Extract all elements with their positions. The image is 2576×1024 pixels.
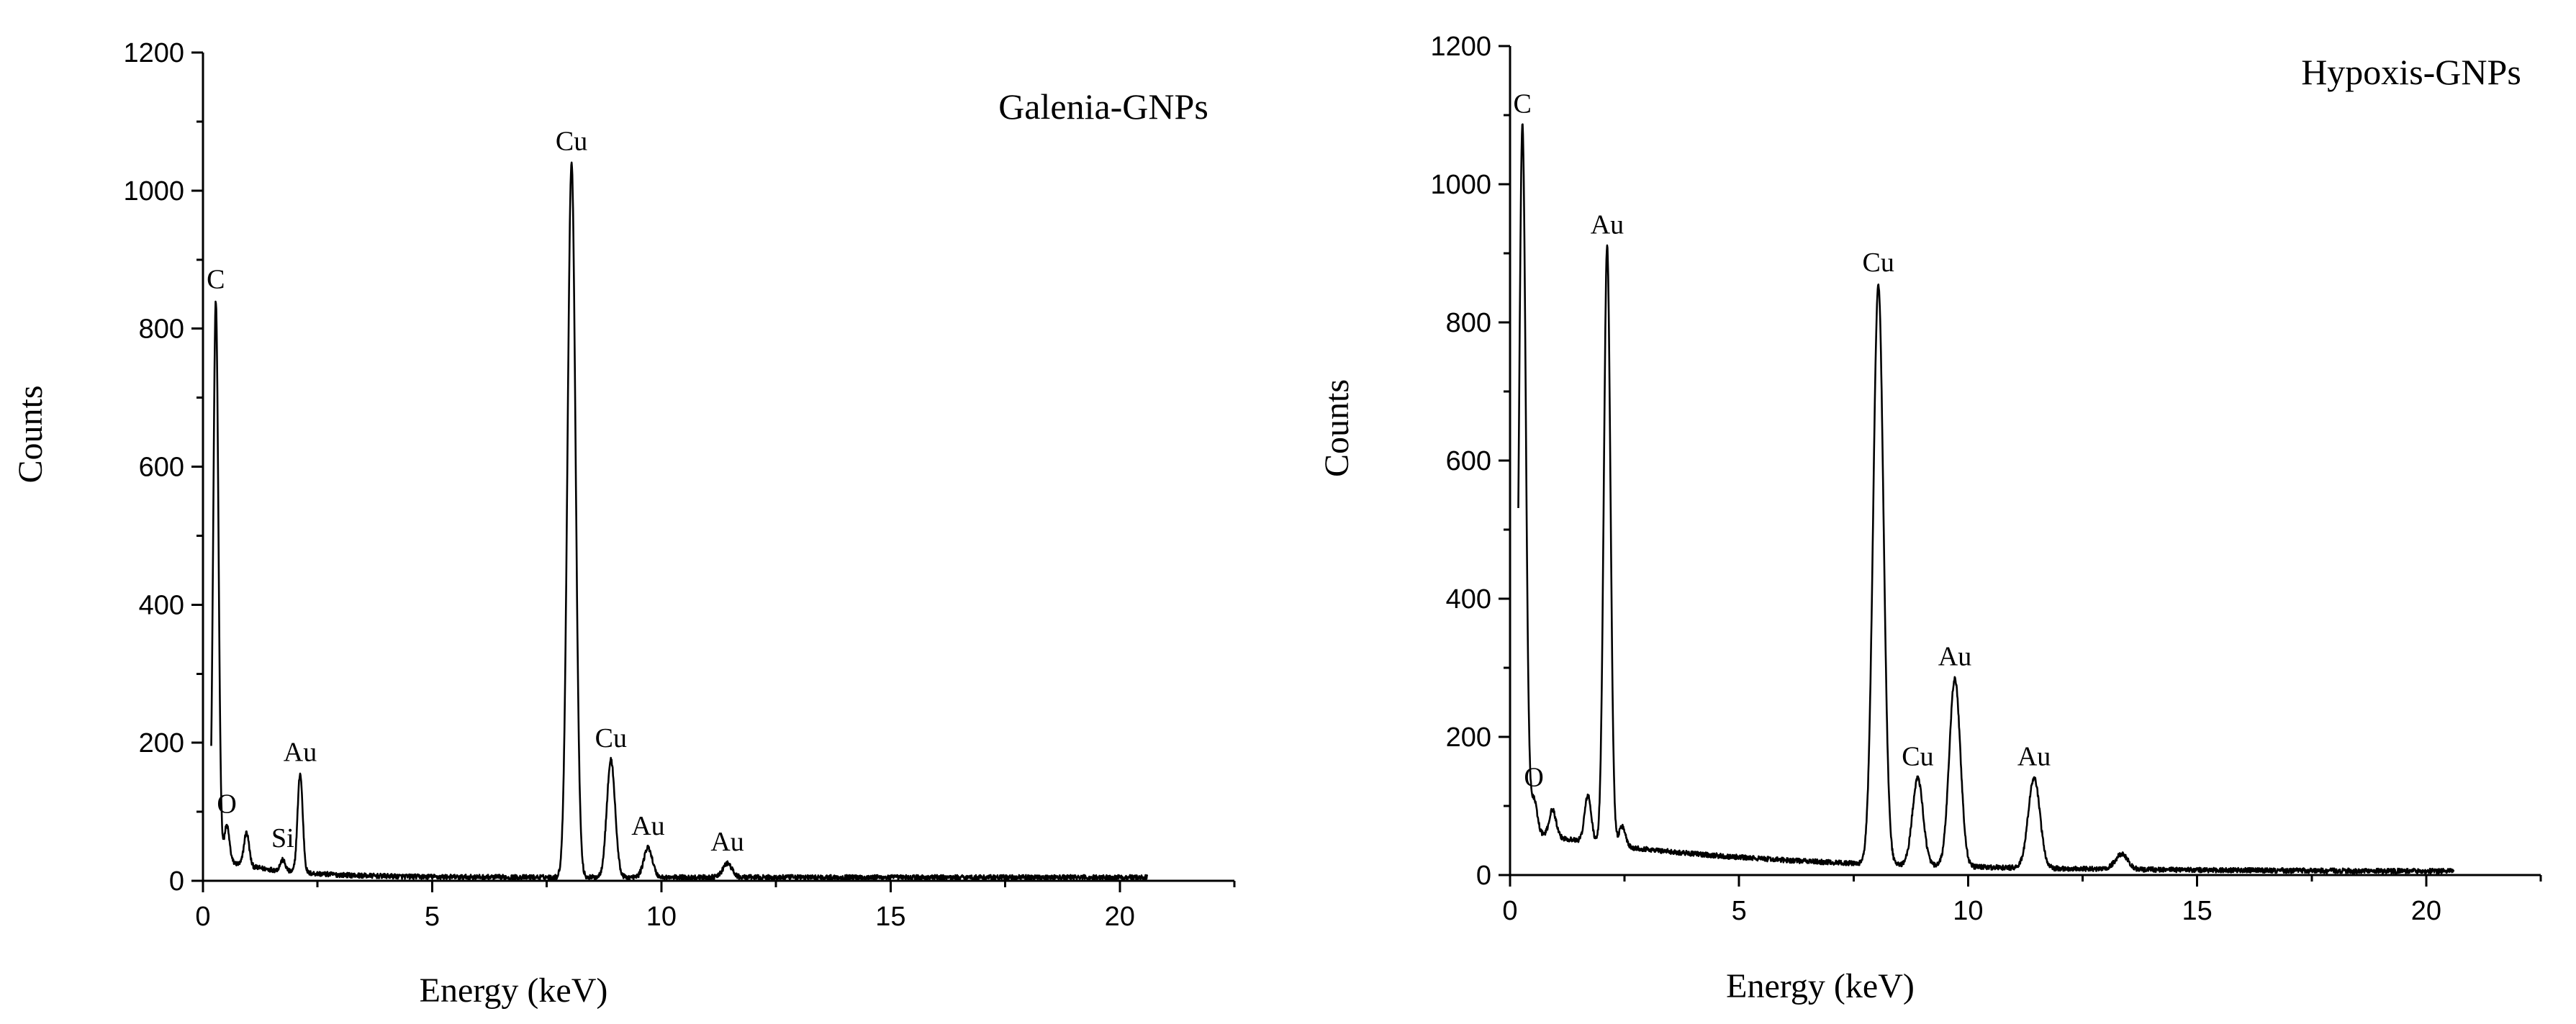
y-tick-label: 800 <box>1446 308 1491 338</box>
y-tick-label: 600 <box>139 453 184 483</box>
peak-label: Au <box>710 827 744 857</box>
spectrum-line <box>210 161 1149 881</box>
x-axis-title: Energy (keV) <box>420 971 608 1010</box>
x-axis-title: Energy (keV) <box>1726 967 1915 1005</box>
x-tick-label: 15 <box>2182 896 2213 926</box>
y-tick-label: 200 <box>1446 722 1491 753</box>
peak-label: Cu <box>1863 248 1894 278</box>
chart-panel-2: 0 200 400 600 800 1000 1200 0 5 10 15 20 Energy (keV… <box>1318 32 2542 1005</box>
x-tick-label: 20 <box>1105 902 1135 932</box>
x-tick-label: 0 <box>1502 896 1517 926</box>
y-tick-label: 400 <box>139 590 184 620</box>
peak-label: Cu <box>595 723 627 753</box>
spectrum-line <box>1517 123 2455 874</box>
peak-label: Au <box>284 737 317 767</box>
y-tick-label: 0 <box>1476 861 1491 891</box>
y-tick-label: 0 <box>169 866 184 897</box>
y-tick-label: 1000 <box>123 176 184 207</box>
x-tick-label: 0 <box>195 902 210 932</box>
peak-label: Au <box>1938 641 1971 671</box>
peak-label: O <box>1524 762 1543 792</box>
chart-panel-1: 0 200 400 600 800 1000 1200 0 5 10 15 20 Energy (keV… <box>12 38 1236 1010</box>
peak-label: Au <box>1591 209 1624 240</box>
peak-label: Cu <box>556 126 587 156</box>
y-tick-label: 600 <box>1446 446 1491 476</box>
y-axis-title: Counts <box>1318 379 1356 477</box>
x-tick-label: 5 <box>1732 896 1747 926</box>
x-tick-label: 10 <box>1953 896 1983 926</box>
peak-label: Au <box>631 811 664 841</box>
peak-label: Cu <box>1902 742 1933 772</box>
peak-label: C <box>207 264 225 294</box>
x-tick-label: 20 <box>2411 896 2441 926</box>
peak-label: C <box>1514 89 1532 119</box>
y-tick-label: 1200 <box>1430 32 1491 62</box>
y-axis-title: Counts <box>12 385 50 483</box>
y-tick-label: 400 <box>1446 584 1491 615</box>
peak-label: Si <box>271 823 294 853</box>
peak-label: O <box>217 789 236 819</box>
y-tick-label: 200 <box>139 728 184 758</box>
y-tick-label: 1000 <box>1430 170 1491 200</box>
x-tick-label: 15 <box>875 902 905 932</box>
x-tick-label: 10 <box>646 902 677 932</box>
x-tick-label: 5 <box>425 902 440 932</box>
chart-title: Galenia-GNPs <box>998 86 1208 127</box>
chart-title: Hypoxis-GNPs <box>2301 52 2521 92</box>
peak-label: Au <box>2017 742 2051 772</box>
y-tick-label: 1200 <box>123 38 184 68</box>
y-tick-label: 800 <box>139 314 184 345</box>
